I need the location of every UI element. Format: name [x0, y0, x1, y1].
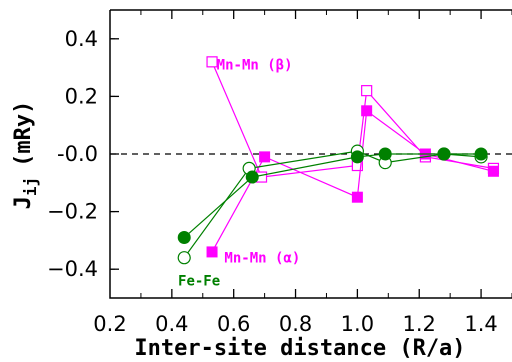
x-tick-label: 0.6 [217, 312, 250, 336]
x-tick-label: 0.4 [155, 312, 188, 336]
x-tick-label: 1.0 [341, 312, 374, 336]
x-tick-label: 0.2 [93, 312, 126, 336]
axis-lines [109, 10, 512, 299]
annotations: Mn-Mn (β) Mn-Mn (α)Fe-Fe [178, 58, 300, 290]
data-point [206, 56, 218, 68]
data-point [177, 231, 191, 245]
data-point [177, 251, 191, 265]
y-tick-label: −0.4 [47, 257, 98, 281]
x-tick-label: 1.4 [464, 312, 497, 336]
x-tick-label: 0.8 [279, 312, 312, 336]
x-axis-title: Inter-site distance (R/a) [134, 336, 465, 361]
y-axis-title-text: Jij (mRy) [11, 101, 40, 210]
series-line [211, 61, 494, 178]
series-label: Mn-Mn (β) [217, 58, 293, 74]
plot-frame [109, 9, 512, 299]
series-label: Fe-Fe [178, 274, 220, 290]
data-point [378, 147, 392, 161]
data-point [350, 150, 364, 164]
data-point [206, 246, 218, 258]
y-tick-label: 0.2 [65, 84, 98, 108]
series-fefe_filled [177, 147, 488, 245]
data-point [245, 170, 259, 184]
y-tick-label: 0.4 [65, 27, 98, 51]
x-tick-label: 1.2 [403, 312, 436, 336]
data-point [361, 85, 373, 97]
y-axis-title-main: J [11, 196, 36, 209]
data-point [361, 105, 373, 117]
y-axis-title: Jij (mRy) [11, 101, 40, 210]
data-point [487, 165, 499, 177]
y-tick-label: -0.0 [57, 142, 98, 166]
series-layer [177, 56, 500, 265]
series-line [183, 150, 482, 259]
data-point [259, 151, 271, 163]
ticks: 0.2 0.4 0.6 0.8 1.0 1.2 1.4 0.4 0.2 -0.0 −0.2 −0.4 [47, 10, 512, 336]
data-point [437, 147, 451, 161]
y-axis-title-sub: ij [21, 177, 40, 196]
series-label: Mn-Mn (α) [224, 251, 300, 267]
series-fefe_open [177, 144, 488, 265]
data-point [351, 191, 363, 203]
y-tick-label: −0.2 [47, 200, 98, 224]
y-axis-title-unit: (mRy) [11, 101, 36, 167]
data-point [474, 147, 488, 161]
